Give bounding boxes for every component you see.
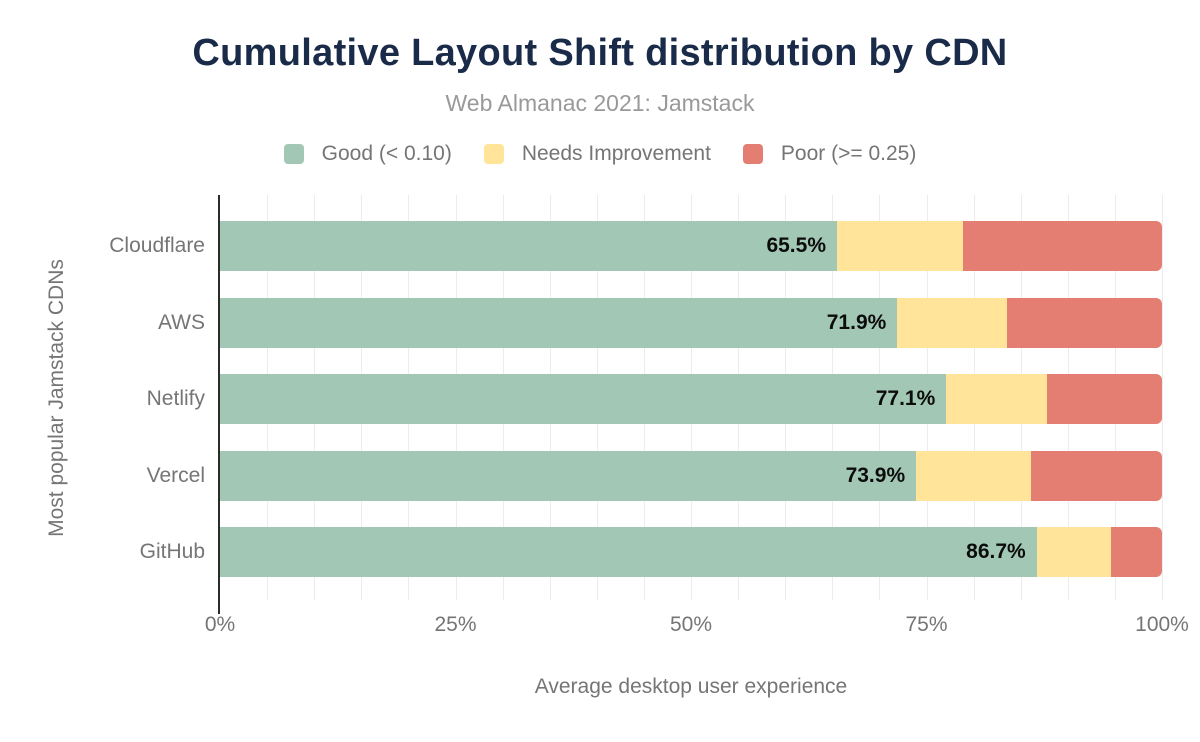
bar-value-label-aws: 71.9% xyxy=(826,310,887,334)
legend: Good (< 0.10) Needs Improvement Poor (>= 0… xyxy=(0,142,1200,166)
bar-segment-poor-0-25-cloudflare xyxy=(963,221,1162,271)
x-axis-title: Average desktop user experience xyxy=(534,675,848,698)
gridline-100 xyxy=(1162,195,1163,600)
legend-item-poor-0-25: Poor (>= 0.25) xyxy=(742,142,917,166)
bar-segment-good-0-10-netlify: 77.1% xyxy=(220,374,947,424)
category-label-netlify: Netlify xyxy=(146,387,205,410)
legend-label: Needs Improvement xyxy=(521,142,711,165)
bar-segment-needs-improvement-aws xyxy=(897,297,1007,348)
legend-swatch-icon xyxy=(483,144,504,164)
category-label-vercel: Vercel xyxy=(146,463,205,487)
category-label-cloudflare: Cloudflare xyxy=(109,234,205,257)
bar-segment-poor-0-25-netlify xyxy=(1047,374,1162,424)
bar-row-vercel: 73.9% xyxy=(220,450,1162,501)
bar-row-cloudflare: 65.5% xyxy=(220,221,1162,271)
bar-segment-needs-improvement-cloudflare xyxy=(837,221,964,271)
bar-segment-good-0-10-cloudflare: 65.5% xyxy=(220,221,837,271)
bar-value-label-vercel: 73.9% xyxy=(845,463,906,487)
bar-segment-poor-0-25-github xyxy=(1111,527,1162,577)
chart-title: Cumulative Layout Shift distribution by … xyxy=(192,32,1008,74)
bar-value-label-github: 86.7% xyxy=(966,540,1026,563)
bar-segment-needs-improvement-vercel xyxy=(916,450,1032,501)
bar-segment-needs-improvement-github xyxy=(1036,527,1112,577)
bar-row-github: 86.7% xyxy=(220,527,1162,577)
legend-swatch-icon xyxy=(283,144,304,164)
x-tick-50: 50% xyxy=(669,613,713,636)
legend-label: Good (< 0.10) xyxy=(321,142,452,165)
bar-row-netlify: 77.1% xyxy=(220,374,1162,424)
x-tick-100: 100% xyxy=(1135,613,1189,636)
x-tick-75: 75% xyxy=(905,613,948,636)
legend-swatch-icon xyxy=(742,144,763,164)
bar-row-aws: 71.9% xyxy=(220,297,1162,348)
x-tick-0: 0% xyxy=(204,613,236,636)
bar-segment-poor-0-25-aws xyxy=(1006,297,1162,348)
bar-segment-needs-improvement-netlify xyxy=(946,374,1048,424)
bar-segment-poor-0-25-vercel xyxy=(1031,450,1162,501)
plot-area: 65.5% 71.9% 77.1% 73.9% 86.7% xyxy=(218,195,1163,614)
bar-segment-good-0-10-vercel: 73.9% xyxy=(220,450,917,501)
legend-item-needs-improvement: Needs Improvement xyxy=(483,142,711,166)
category-axis: Cloudflare AWS Netlify Vercel GitHub xyxy=(0,195,205,600)
chart-subtitle: Web Almanac 2021: Jamstack xyxy=(445,90,755,116)
bar-segment-good-0-10-aws: 71.9% xyxy=(220,297,898,348)
category-label-aws: AWS xyxy=(157,310,205,334)
bar-value-label-cloudflare: 65.5% xyxy=(766,234,826,257)
x-axis-ticks: 0% 25% 50% 75% 100% xyxy=(205,613,1189,641)
category-label-github: GitHub xyxy=(139,540,205,563)
legend-label: Poor (>= 0.25) xyxy=(780,142,917,165)
bar-segment-good-0-10-github: 86.7% xyxy=(220,527,1037,577)
legend-item-good-0-10: Good (< 0.10) xyxy=(283,142,452,166)
x-tick-25: 25% xyxy=(434,613,477,636)
bar-value-label-netlify: 77.1% xyxy=(875,387,936,410)
y-axis-line xyxy=(218,195,220,614)
